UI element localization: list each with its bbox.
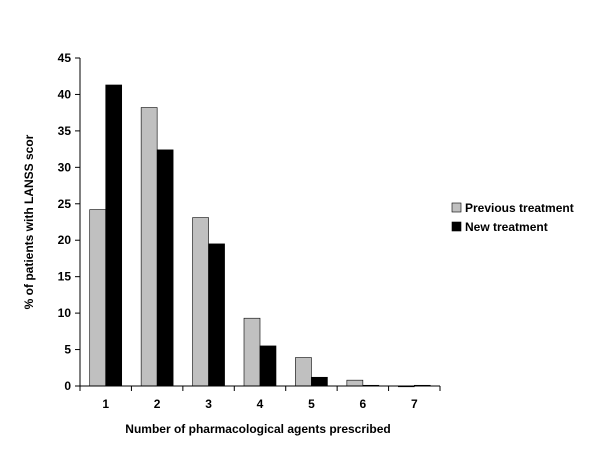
bar-previous-treatment: [89, 209, 107, 387]
bar-previous-treatment: [192, 217, 209, 387]
bar-new-treatment: [156, 149, 174, 387]
legend-label: New treatment: [465, 220, 548, 234]
x-tick-label: 4: [257, 397, 264, 411]
x-tick-label: 5: [308, 397, 315, 411]
x-tick-label: 6: [360, 397, 367, 411]
legend-label: Previous treatment: [465, 201, 574, 215]
bar-new-treatment: [105, 84, 123, 387]
bar-previous-treatment: [346, 379, 364, 387]
bar-previous-treatment: [295, 357, 312, 387]
bar-previous-treatment: [140, 107, 158, 387]
bar-previous-treatment: [243, 317, 261, 387]
x-tick-label: 7: [411, 397, 418, 411]
y-axis-title: % of patients with LANSS scor: [22, 134, 36, 309]
y-tick-label: 30: [58, 160, 72, 174]
y-tick-label: 40: [58, 87, 72, 101]
x-ticks: 1 2 3 4 5 6 7: [79, 386, 441, 411]
y-tick-label: 10: [58, 306, 72, 320]
y-tick-label: 15: [58, 270, 72, 284]
legend-swatch: [451, 202, 462, 213]
x-tick-label: 2: [154, 397, 161, 411]
legend-swatch: [451, 221, 462, 232]
y-tick-label: 20: [58, 233, 72, 247]
y-tick-label: 35: [58, 124, 72, 138]
y-tick-label: 5: [64, 343, 71, 357]
bar-new-treatment: [311, 376, 328, 387]
y-tick-label: 25: [58, 197, 72, 211]
bar-new-treatment: [208, 243, 225, 387]
bars-layer: [89, 84, 431, 388]
x-axis-title: Number of pharmacological agents prescri…: [125, 422, 390, 436]
x-tick-label: 1: [102, 397, 109, 411]
y-tick-label: 45: [58, 51, 72, 65]
y-ticks: 0 5 10 15 20 25 30 35 40 45: [58, 51, 80, 393]
legend: Previous treatment New treatment: [451, 201, 574, 234]
y-tick-label: 0: [64, 379, 71, 393]
x-tick-label: 3: [205, 397, 212, 411]
bar-new-treatment: [259, 345, 277, 387]
